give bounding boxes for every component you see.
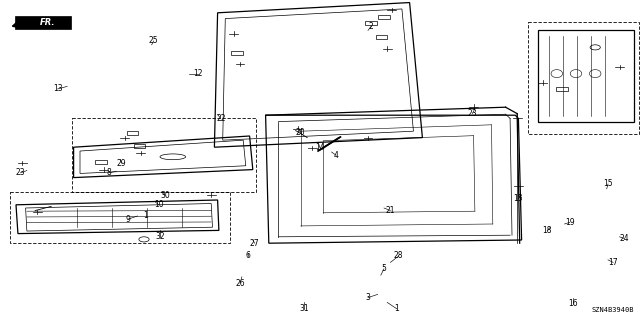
Bar <box>127 131 138 135</box>
Text: 14: 14 <box>315 143 325 152</box>
Text: 10: 10 <box>154 200 164 209</box>
Text: 16: 16 <box>568 300 578 308</box>
Text: 13: 13 <box>52 84 63 93</box>
Text: 1: 1 <box>143 211 148 220</box>
Bar <box>231 51 243 55</box>
Text: 21: 21 <box>386 206 395 215</box>
Text: 15: 15 <box>513 194 524 203</box>
Bar <box>134 144 145 148</box>
Text: 2: 2 <box>369 22 374 31</box>
Text: 24: 24 <box>619 234 629 243</box>
Text: 18: 18 <box>543 226 552 235</box>
Text: 5: 5 <box>381 264 387 273</box>
Text: 27: 27 <box>250 239 260 248</box>
Bar <box>376 35 387 39</box>
Text: 22: 22 <box>216 114 225 123</box>
Text: 26: 26 <box>235 279 245 288</box>
Text: 9: 9 <box>125 215 131 224</box>
Text: 6: 6 <box>246 252 251 260</box>
FancyBboxPatch shape <box>15 16 71 29</box>
Text: 12: 12 <box>194 69 203 78</box>
Text: 28: 28 <box>394 252 403 260</box>
Text: 1: 1 <box>394 304 399 313</box>
Text: 23: 23 <box>467 109 477 118</box>
Text: 25: 25 <box>148 36 159 45</box>
Bar <box>378 15 390 19</box>
Bar <box>365 21 377 25</box>
Text: 17: 17 <box>608 258 618 267</box>
Text: 15: 15 <box>603 180 613 188</box>
Text: SZN4B3940B: SZN4B3940B <box>591 307 634 313</box>
Text: 23: 23 <box>15 168 26 177</box>
Text: 32: 32 <box>155 232 165 241</box>
Text: 20: 20 <box>296 128 306 137</box>
Text: 31: 31 <box>299 304 309 313</box>
Text: 8: 8 <box>106 168 111 177</box>
Bar <box>556 87 568 91</box>
Text: 3: 3 <box>365 293 371 302</box>
Bar <box>95 160 107 164</box>
Text: 30: 30 <box>160 191 170 200</box>
Text: 29: 29 <box>116 159 127 168</box>
Text: 19: 19 <box>564 218 575 227</box>
Text: FR.: FR. <box>40 18 55 27</box>
Text: 4: 4 <box>333 151 339 160</box>
